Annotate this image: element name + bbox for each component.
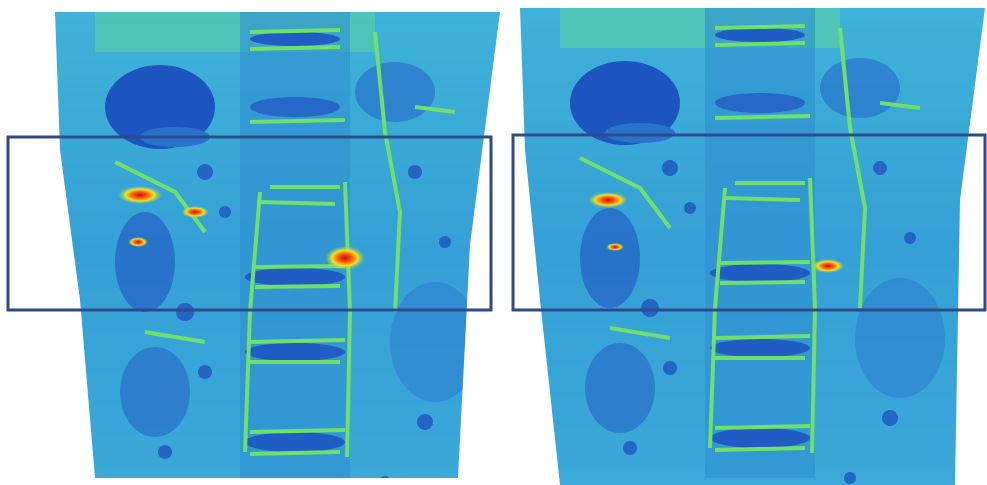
body: {} [0, 0, 987, 485]
hotspot [606, 243, 624, 251]
hotspot [128, 237, 148, 247]
hotspot [812, 259, 844, 273]
hotspot [325, 246, 365, 270]
right-texture [500, 0, 987, 485]
left-panel [35, 2, 535, 485]
hotspot [588, 192, 628, 208]
left-texture [35, 2, 535, 485]
hotspot [118, 186, 162, 204]
hotspot [181, 206, 209, 218]
page: Scan comparison html, body { margin: 0; … [0, 0, 987, 485]
right-panel [500, 0, 987, 485]
figure [0, 0, 987, 485]
